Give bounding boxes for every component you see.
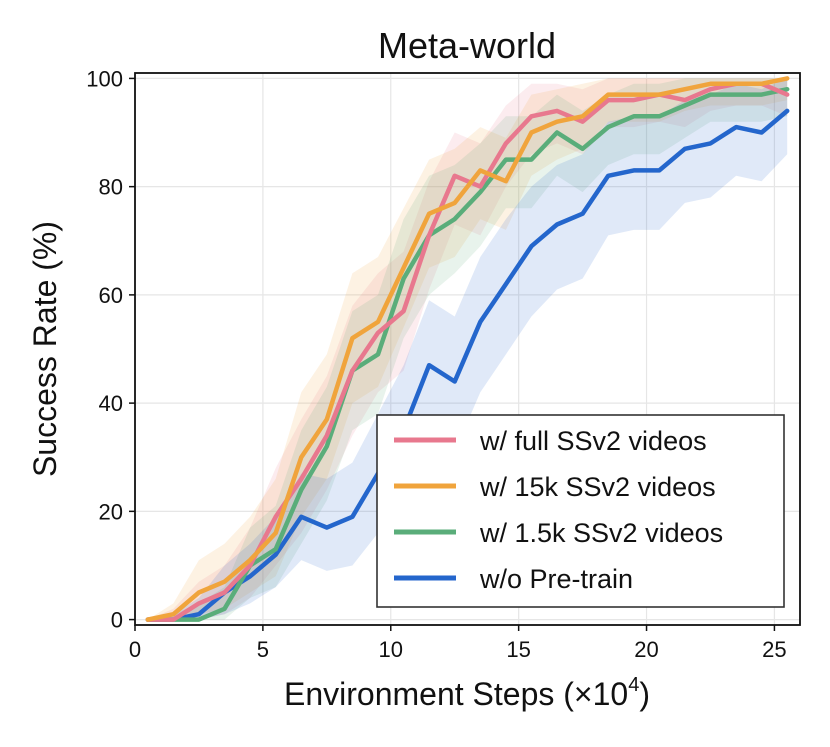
plot-frame: [134, 72, 801, 626]
series-line-3: [145, 108, 790, 622]
y-axis-ticks: 0 20 40 60 80 100: [86, 66, 135, 633]
y-axis-label: Success Rate (%): [27, 221, 63, 477]
series-line-2: [145, 86, 790, 622]
x-tick-label: 20: [634, 637, 658, 662]
y-tick-label: 40: [99, 391, 123, 416]
y-tick-label: 100: [86, 66, 123, 91]
confidence-band-2: [147, 78, 788, 620]
confidence-band-0: [147, 78, 788, 620]
x-tick-label: 15: [506, 637, 530, 662]
legend-label: w/ 15k SSv2 videos: [479, 472, 716, 502]
legend-box: [376, 414, 785, 608]
x-tick-label: 5: [257, 637, 269, 662]
x-axis-label: Environment Steps (×104): [284, 674, 650, 712]
x-axis-ticks: 0 5 10 15 20 25: [129, 625, 787, 662]
series-lines: [145, 76, 790, 622]
y-tick-label: 0: [111, 608, 123, 633]
legend-label: w/o Pre-train: [479, 564, 633, 594]
y-tick-label: 20: [99, 499, 123, 524]
x-tick-label: 10: [379, 637, 403, 662]
y-tick-label: 60: [99, 283, 123, 308]
legend: w/ full SSv2 videos w/ 15k SSv2 videos w/ …: [376, 414, 785, 608]
x-axis-label-main: Environment Steps (×10: [284, 676, 628, 712]
series-line-1: [145, 76, 790, 622]
x-tick-label: 25: [762, 637, 786, 662]
x-tick-label: 0: [129, 637, 141, 662]
x-axis-label-close: ): [639, 676, 650, 712]
chart-title: Meta-world: [378, 25, 556, 66]
grid-lines: [134, 73, 800, 625]
legend-label: w/ 1.5k SSv2 videos: [479, 518, 723, 548]
x-axis-label-exponent: 4: [628, 674, 639, 696]
y-tick-label: 80: [99, 175, 123, 200]
confidence-band-1: [147, 78, 788, 620]
legend-label: w/ full SSv2 videos: [479, 426, 707, 456]
